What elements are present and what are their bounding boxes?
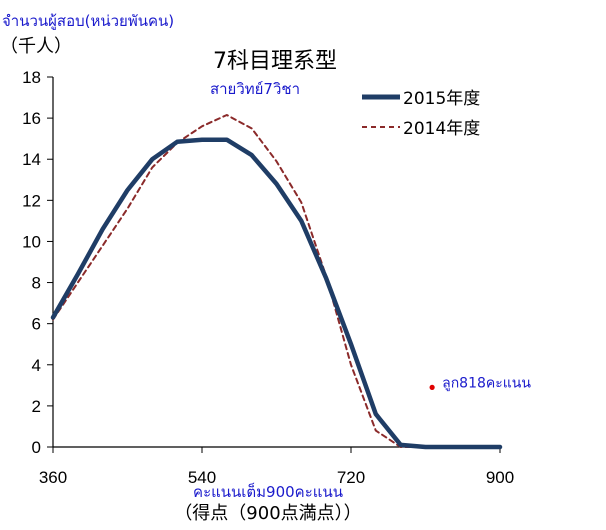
series-line-2015年度 bbox=[50, 137, 503, 450]
y-axis-label: （千人） bbox=[0, 36, 72, 57]
y-tick-label: 12 bbox=[22, 191, 41, 210]
x-tick-label: 360 bbox=[39, 468, 67, 487]
xlabel-translation: คะแนนเต็ม900คะแนน bbox=[193, 482, 343, 501]
x-ticks: 360 540 720 900 bbox=[39, 447, 514, 487]
title-translation: สายวิทย์7วิชา bbox=[210, 80, 300, 98]
y-tick-label: 4 bbox=[32, 356, 41, 375]
y-tick-label: 8 bbox=[32, 274, 41, 293]
legend-label-2014: 2014年度 bbox=[403, 119, 480, 139]
y-tick-label: 16 bbox=[22, 109, 41, 128]
x-tick-label: 540 bbox=[188, 468, 216, 487]
legend: 2015年度 2014年度 bbox=[362, 89, 480, 139]
x-axis-label: （得点（900点満点）） bbox=[174, 503, 361, 524]
y-tick-label: 18 bbox=[22, 68, 41, 87]
y-ticks: 0 2 4 6 8 10 12 14 16 18 bbox=[22, 68, 53, 457]
annotation-marker bbox=[429, 384, 435, 390]
y-tick-label: 10 bbox=[22, 232, 41, 251]
annotation-label: ลูก818คะแนน bbox=[442, 375, 531, 391]
y-tick-label: 6 bbox=[32, 315, 41, 334]
chart-title: 7科目理系型 bbox=[213, 49, 337, 74]
series-line-2014年度 bbox=[52, 114, 501, 448]
y-tick-label: 14 bbox=[22, 150, 41, 169]
series-layer bbox=[50, 114, 503, 450]
legend-label-2015: 2015年度 bbox=[403, 89, 480, 109]
x-tick-label: 900 bbox=[486, 468, 514, 487]
ylabel-translation: จำนวนผู้สอบ(หน่วยพันคน) bbox=[2, 12, 174, 30]
x-tick-label: 720 bbox=[337, 468, 365, 487]
y-tick-label: 0 bbox=[32, 438, 41, 457]
y-tick-label: 2 bbox=[32, 397, 41, 416]
